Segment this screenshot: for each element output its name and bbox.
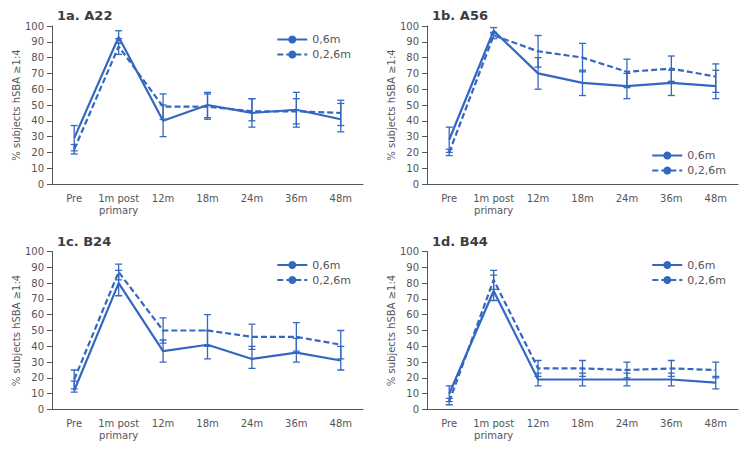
svg-text:48m: 48m (330, 418, 352, 429)
svg-text:Pre: Pre (441, 193, 457, 204)
svg-text:30: 30 (406, 357, 419, 368)
svg-text:0,6m: 0,6m (312, 259, 340, 272)
svg-text:12m: 12m (527, 193, 549, 204)
svg-text:0: 0 (413, 404, 419, 415)
svg-text:90: 90 (31, 36, 44, 47)
svg-text:0,6m: 0,6m (312, 33, 340, 46)
svg-text:36m: 36m (285, 193, 307, 204)
svg-text:20: 20 (31, 147, 44, 158)
svg-text:40: 40 (406, 341, 419, 352)
svg-text:100: 100 (25, 21, 44, 32)
svg-text:70: 70 (406, 293, 419, 304)
svg-text:50: 50 (31, 100, 44, 111)
svg-text:36m: 36m (660, 193, 682, 204)
svg-text:48m: 48m (705, 193, 727, 204)
svg-text:60: 60 (31, 309, 44, 320)
svg-text:100: 100 (25, 246, 44, 257)
svg-text:0,2,6m: 0,2,6m (687, 274, 726, 287)
svg-text:80: 80 (31, 52, 44, 63)
svg-text:50: 50 (406, 325, 419, 336)
svg-text:24m: 24m (241, 418, 263, 429)
svg-text:12m: 12m (527, 418, 549, 429)
svg-text:70: 70 (406, 68, 419, 79)
svg-text:18m: 18m (571, 193, 593, 204)
svg-text:40: 40 (406, 115, 419, 126)
svg-text:100: 100 (400, 21, 419, 32)
svg-text:50: 50 (406, 100, 419, 111)
svg-text:primary: primary (474, 205, 513, 216)
svg-text:1m post: 1m post (473, 193, 514, 204)
svg-text:primary: primary (99, 205, 138, 216)
svg-text:20: 20 (406, 372, 419, 383)
svg-text:% subjects hSBA ≥1:4: % subjects hSBA ≥1:4 (386, 275, 397, 386)
svg-text:1m post: 1m post (473, 418, 514, 429)
svg-text:60: 60 (406, 84, 419, 95)
svg-text:0,2,6m: 0,2,6m (687, 164, 726, 177)
svg-text:primary: primary (99, 430, 138, 441)
svg-text:80: 80 (406, 278, 419, 289)
svg-text:90: 90 (406, 36, 419, 47)
svg-text:20: 20 (406, 147, 419, 158)
svg-text:0,2,6m: 0,2,6m (312, 48, 351, 61)
svg-text:18m: 18m (571, 418, 593, 429)
svg-text:70: 70 (31, 68, 44, 79)
svg-text:60: 60 (406, 309, 419, 320)
svg-text:48m: 48m (705, 418, 727, 429)
svg-text:70: 70 (31, 293, 44, 304)
svg-text:% subjects hSBA ≥1:4: % subjects hSBA ≥1:4 (11, 49, 22, 160)
svg-text:0,6m: 0,6m (687, 259, 715, 272)
svg-text:1m post: 1m post (98, 193, 139, 204)
svg-text:0: 0 (38, 404, 44, 415)
svg-text:24m: 24m (616, 418, 638, 429)
svg-text:0,2,6m: 0,2,6m (312, 274, 351, 287)
svg-text:48m: 48m (330, 193, 352, 204)
svg-text:10: 10 (31, 163, 44, 174)
svg-text:80: 80 (31, 278, 44, 289)
svg-text:primary: primary (474, 430, 513, 441)
svg-text:30: 30 (31, 357, 44, 368)
svg-text:36m: 36m (285, 418, 307, 429)
svg-text:24m: 24m (241, 193, 263, 204)
svg-text:1m post: 1m post (98, 418, 139, 429)
svg-text:24m: 24m (616, 193, 638, 204)
svg-text:20: 20 (31, 372, 44, 383)
svg-text:90: 90 (31, 262, 44, 273)
svg-text:18m: 18m (196, 418, 218, 429)
svg-text:% subjects hSBA ≥1:4: % subjects hSBA ≥1:4 (11, 275, 22, 386)
svg-text:40: 40 (31, 115, 44, 126)
svg-text:% subjects hSBA ≥1:4: % subjects hSBA ≥1:4 (386, 49, 397, 160)
svg-text:10: 10 (406, 388, 419, 399)
svg-text:36m: 36m (660, 418, 682, 429)
svg-text:1d. B44: 1d. B44 (432, 234, 488, 249)
svg-text:0: 0 (38, 179, 44, 190)
svg-text:10: 10 (406, 163, 419, 174)
svg-text:40: 40 (31, 341, 44, 352)
svg-text:90: 90 (406, 262, 419, 273)
svg-text:60: 60 (31, 84, 44, 95)
svg-text:1a. A22: 1a. A22 (57, 8, 112, 23)
svg-text:30: 30 (31, 131, 44, 142)
svg-text:80: 80 (406, 52, 419, 63)
svg-text:Pre: Pre (66, 418, 82, 429)
svg-text:1b. A56: 1b. A56 (432, 8, 488, 23)
svg-text:12m: 12m (152, 193, 174, 204)
svg-text:30: 30 (406, 131, 419, 142)
svg-text:100: 100 (400, 246, 419, 257)
svg-text:1c. B24: 1c. B24 (57, 234, 111, 249)
svg-text:0,6m: 0,6m (687, 149, 715, 162)
svg-text:Pre: Pre (441, 418, 457, 429)
svg-text:10: 10 (31, 388, 44, 399)
svg-text:0: 0 (413, 179, 419, 190)
svg-text:12m: 12m (152, 418, 174, 429)
svg-text:50: 50 (31, 325, 44, 336)
svg-text:Pre: Pre (66, 193, 82, 204)
svg-text:18m: 18m (196, 193, 218, 204)
